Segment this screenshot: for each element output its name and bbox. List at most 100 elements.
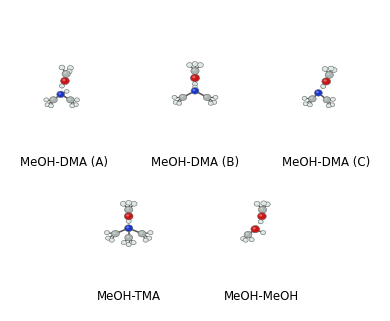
Circle shape <box>50 105 51 106</box>
Text: MeOH-TMA: MeOH-TMA <box>97 291 161 303</box>
Circle shape <box>50 97 57 103</box>
Circle shape <box>57 91 65 98</box>
Circle shape <box>193 63 195 64</box>
Circle shape <box>127 243 129 245</box>
Circle shape <box>105 231 107 233</box>
Circle shape <box>193 85 197 89</box>
Circle shape <box>66 90 67 91</box>
Circle shape <box>325 72 333 78</box>
Circle shape <box>59 65 65 70</box>
Circle shape <box>126 219 131 223</box>
Circle shape <box>212 100 217 104</box>
Circle shape <box>327 105 329 106</box>
Circle shape <box>148 237 149 239</box>
Circle shape <box>45 99 46 100</box>
Circle shape <box>132 202 135 204</box>
Circle shape <box>328 66 334 71</box>
Circle shape <box>174 101 176 102</box>
Circle shape <box>330 97 335 101</box>
Circle shape <box>192 82 198 86</box>
Circle shape <box>259 214 262 217</box>
Circle shape <box>303 97 305 99</box>
Circle shape <box>253 227 256 230</box>
Circle shape <box>316 91 319 93</box>
Circle shape <box>205 95 207 98</box>
Circle shape <box>199 64 201 65</box>
Circle shape <box>203 94 211 100</box>
Text: MeOH-DMA (B): MeOH-DMA (B) <box>151 156 239 169</box>
Circle shape <box>132 241 134 243</box>
Circle shape <box>246 233 248 235</box>
Circle shape <box>126 242 131 247</box>
Circle shape <box>172 95 177 99</box>
Circle shape <box>308 96 316 102</box>
Circle shape <box>192 62 198 66</box>
Circle shape <box>73 103 78 107</box>
Circle shape <box>244 231 252 238</box>
Circle shape <box>148 230 153 235</box>
Circle shape <box>124 225 133 231</box>
Circle shape <box>45 103 50 107</box>
Circle shape <box>192 76 195 78</box>
Circle shape <box>244 239 246 240</box>
Circle shape <box>64 72 67 74</box>
Circle shape <box>60 66 62 68</box>
Circle shape <box>322 78 331 85</box>
Circle shape <box>121 201 126 206</box>
Circle shape <box>260 208 263 210</box>
Circle shape <box>173 96 175 98</box>
Circle shape <box>131 240 136 245</box>
Circle shape <box>323 97 331 103</box>
Circle shape <box>261 201 267 206</box>
Circle shape <box>46 104 48 105</box>
Circle shape <box>261 230 266 235</box>
Circle shape <box>188 64 190 65</box>
Circle shape <box>70 104 74 108</box>
Circle shape <box>327 73 330 75</box>
Circle shape <box>329 67 331 69</box>
Circle shape <box>147 236 152 240</box>
Circle shape <box>330 103 335 107</box>
Circle shape <box>59 84 64 88</box>
Circle shape <box>190 74 200 82</box>
Circle shape <box>303 102 308 106</box>
Circle shape <box>198 63 203 67</box>
Text: MeOH-MeOH: MeOH-MeOH <box>224 291 299 303</box>
Circle shape <box>331 104 333 105</box>
Circle shape <box>112 230 119 237</box>
Circle shape <box>193 69 195 71</box>
Circle shape <box>262 202 264 204</box>
Circle shape <box>322 66 328 71</box>
Circle shape <box>64 90 69 93</box>
Circle shape <box>144 239 146 240</box>
Circle shape <box>193 89 195 91</box>
Circle shape <box>332 69 334 70</box>
Circle shape <box>131 201 137 206</box>
Circle shape <box>213 95 218 99</box>
Circle shape <box>262 231 263 233</box>
Circle shape <box>106 236 111 240</box>
Circle shape <box>331 68 337 72</box>
Circle shape <box>250 239 252 240</box>
Circle shape <box>181 95 183 98</box>
Circle shape <box>126 208 129 210</box>
Circle shape <box>178 102 179 103</box>
Circle shape <box>323 67 325 69</box>
Circle shape <box>67 70 69 72</box>
Circle shape <box>179 94 187 100</box>
Circle shape <box>307 103 312 107</box>
Circle shape <box>308 104 310 105</box>
Circle shape <box>127 220 129 221</box>
Circle shape <box>266 203 268 204</box>
Circle shape <box>71 105 73 106</box>
Circle shape <box>310 97 313 99</box>
Circle shape <box>332 98 333 100</box>
Circle shape <box>302 96 307 100</box>
Circle shape <box>314 90 322 96</box>
Circle shape <box>106 237 108 239</box>
Circle shape <box>109 238 114 242</box>
Circle shape <box>241 237 246 241</box>
Text: MeOH-DMA (A): MeOH-DMA (A) <box>20 156 108 169</box>
Circle shape <box>138 230 146 237</box>
Circle shape <box>126 226 129 229</box>
